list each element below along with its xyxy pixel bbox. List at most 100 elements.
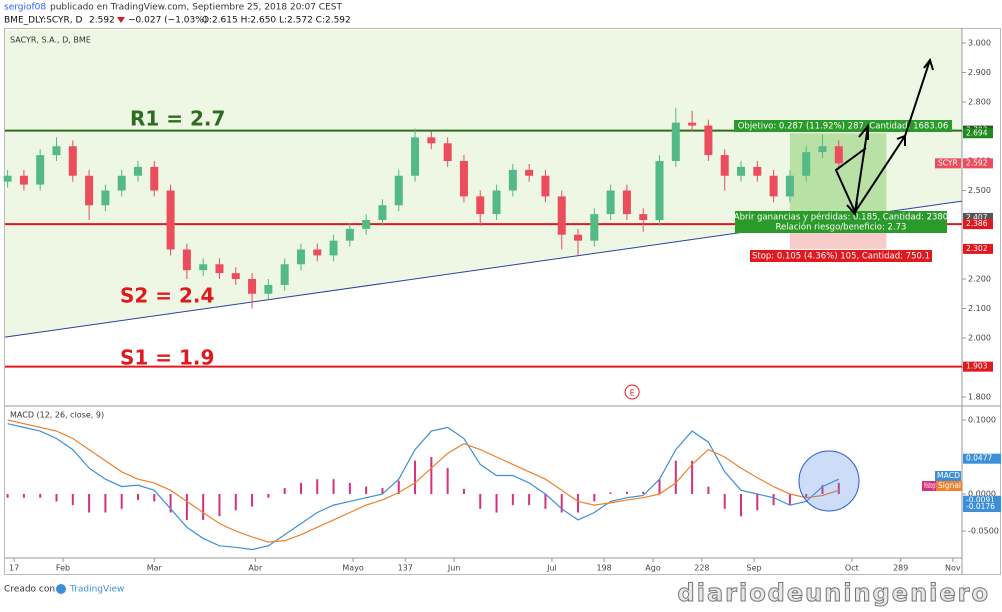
- histogram-bar: [479, 494, 482, 509]
- histogram-bar: [22, 494, 25, 498]
- candle-body: [590, 214, 599, 241]
- candle-body: [3, 175, 12, 182]
- symbol-label-bg: [935, 158, 961, 169]
- candle-body: [19, 175, 28, 185]
- price-label-bg: [963, 128, 993, 139]
- value-badge-bg: [963, 453, 1001, 464]
- y2-tick-label: 0.1000: [968, 415, 996, 424]
- brand-icon: [56, 584, 66, 594]
- macd-line: [7, 423, 840, 551]
- histogram-bar: [658, 479, 661, 495]
- histogram-bar: [218, 494, 221, 517]
- candle-body: [720, 155, 729, 176]
- histogram-bar: [544, 494, 547, 509]
- stop-label-bg: [750, 250, 932, 262]
- header-symbol: BME_DLY:SCYR, D: [4, 16, 83, 26]
- footer-created: Creado con: [4, 585, 55, 595]
- candle-body: [133, 166, 142, 176]
- price-label: 1.903: [966, 362, 988, 371]
- header-user[interactable]: sergiof08: [4, 3, 46, 13]
- annotation: S2 = 2.4: [120, 284, 214, 308]
- ratio-label: Relación riesgo/beneficio: 2.73: [776, 222, 907, 233]
- candle-body: [688, 122, 697, 126]
- x-tick-label: 137: [398, 564, 413, 573]
- legend-badge-bg: [935, 471, 961, 481]
- candle-body: [622, 190, 631, 215]
- histogram-bar: [593, 494, 596, 502]
- histogram-bar: [642, 491, 645, 495]
- candle-body: [313, 249, 322, 256]
- footer-brand[interactable]: TradingView: [69, 585, 124, 595]
- legend-label: Histogram: [924, 481, 941, 490]
- histogram-bar: [136, 494, 139, 500]
- histogram-bar: [577, 494, 580, 513]
- candle-body: [427, 137, 436, 144]
- candle-body: [85, 175, 94, 206]
- y-tick-label: 2.000: [968, 334, 991, 343]
- highlight-circle: [798, 450, 860, 512]
- histogram-bar: [723, 494, 726, 509]
- candle-body: [541, 175, 550, 197]
- candle-body: [639, 214, 648, 221]
- candle-body: [117, 175, 126, 191]
- x-tick-label: Ago: [645, 564, 661, 573]
- x-tick-label: 289: [893, 564, 908, 573]
- histogram-bar: [316, 479, 319, 495]
- down-arrow-icon: [117, 17, 125, 23]
- candle-body: [378, 205, 387, 221]
- candle-body: [36, 155, 45, 185]
- histogram-bar: [283, 488, 286, 495]
- candle-body: [785, 175, 794, 197]
- histogram-bar: [6, 494, 9, 498]
- header-last: 2.592: [89, 16, 115, 26]
- event-marker: [624, 384, 640, 400]
- histogram-bar: [39, 494, 42, 498]
- candle-body: [150, 166, 159, 191]
- candle-body: [248, 279, 257, 294]
- candle-body: [101, 190, 110, 206]
- open-label: Abrir ganancias y pérdidas: 0.185, Canti…: [734, 212, 948, 223]
- candle-body: [671, 122, 680, 161]
- header-change: −0.027 (−1.03%): [128, 16, 207, 26]
- shaded-area: [5, 30, 962, 338]
- price-label-bg: [963, 158, 993, 169]
- value-badge-bg: [963, 502, 1001, 513]
- y2-tick-label: 0.0000: [968, 490, 996, 499]
- legend-badge-bg: [922, 481, 942, 491]
- candle-body: [443, 143, 452, 161]
- histogram-bar: [691, 460, 694, 495]
- candle-body: [231, 273, 240, 280]
- histogram-bar: [332, 479, 335, 495]
- price-label: 2.407: [966, 213, 988, 222]
- legend-badge-bg: [936, 481, 962, 491]
- value-badge: -0.0091: [966, 496, 995, 505]
- histogram-bar: [71, 494, 74, 506]
- histogram-bar: [625, 491, 628, 495]
- x-tick-label: Oct: [845, 564, 859, 573]
- value-badge: 0.0477: [966, 454, 992, 463]
- histogram-bar: [788, 494, 791, 506]
- y2-tick-label: -0.0500: [968, 527, 999, 536]
- x-tick-label: Sep: [747, 564, 762, 573]
- chart-title: SACYR, S.A., D, BME: [10, 36, 91, 45]
- candle-body: [476, 196, 485, 215]
- candle-body: [199, 264, 208, 271]
- x-tick-label: Mayo: [342, 564, 364, 573]
- x-tick-label: 198: [596, 564, 611, 573]
- event-label: E: [630, 389, 635, 398]
- candle-body: [574, 234, 583, 241]
- histogram-bar: [772, 494, 775, 506]
- histogram-bar: [397, 480, 400, 495]
- histogram-bar: [511, 494, 514, 506]
- candle-body: [166, 190, 175, 250]
- candle-body: [215, 264, 224, 274]
- histogram-bar: [805, 494, 808, 498]
- histogram-bar: [202, 494, 205, 520]
- candle-body: [818, 146, 827, 153]
- histogram-bar: [55, 494, 58, 502]
- price-label: 2.386: [966, 219, 988, 228]
- candle-body: [769, 175, 778, 197]
- candle-body: [280, 264, 289, 285]
- histogram-bar: [560, 494, 563, 513]
